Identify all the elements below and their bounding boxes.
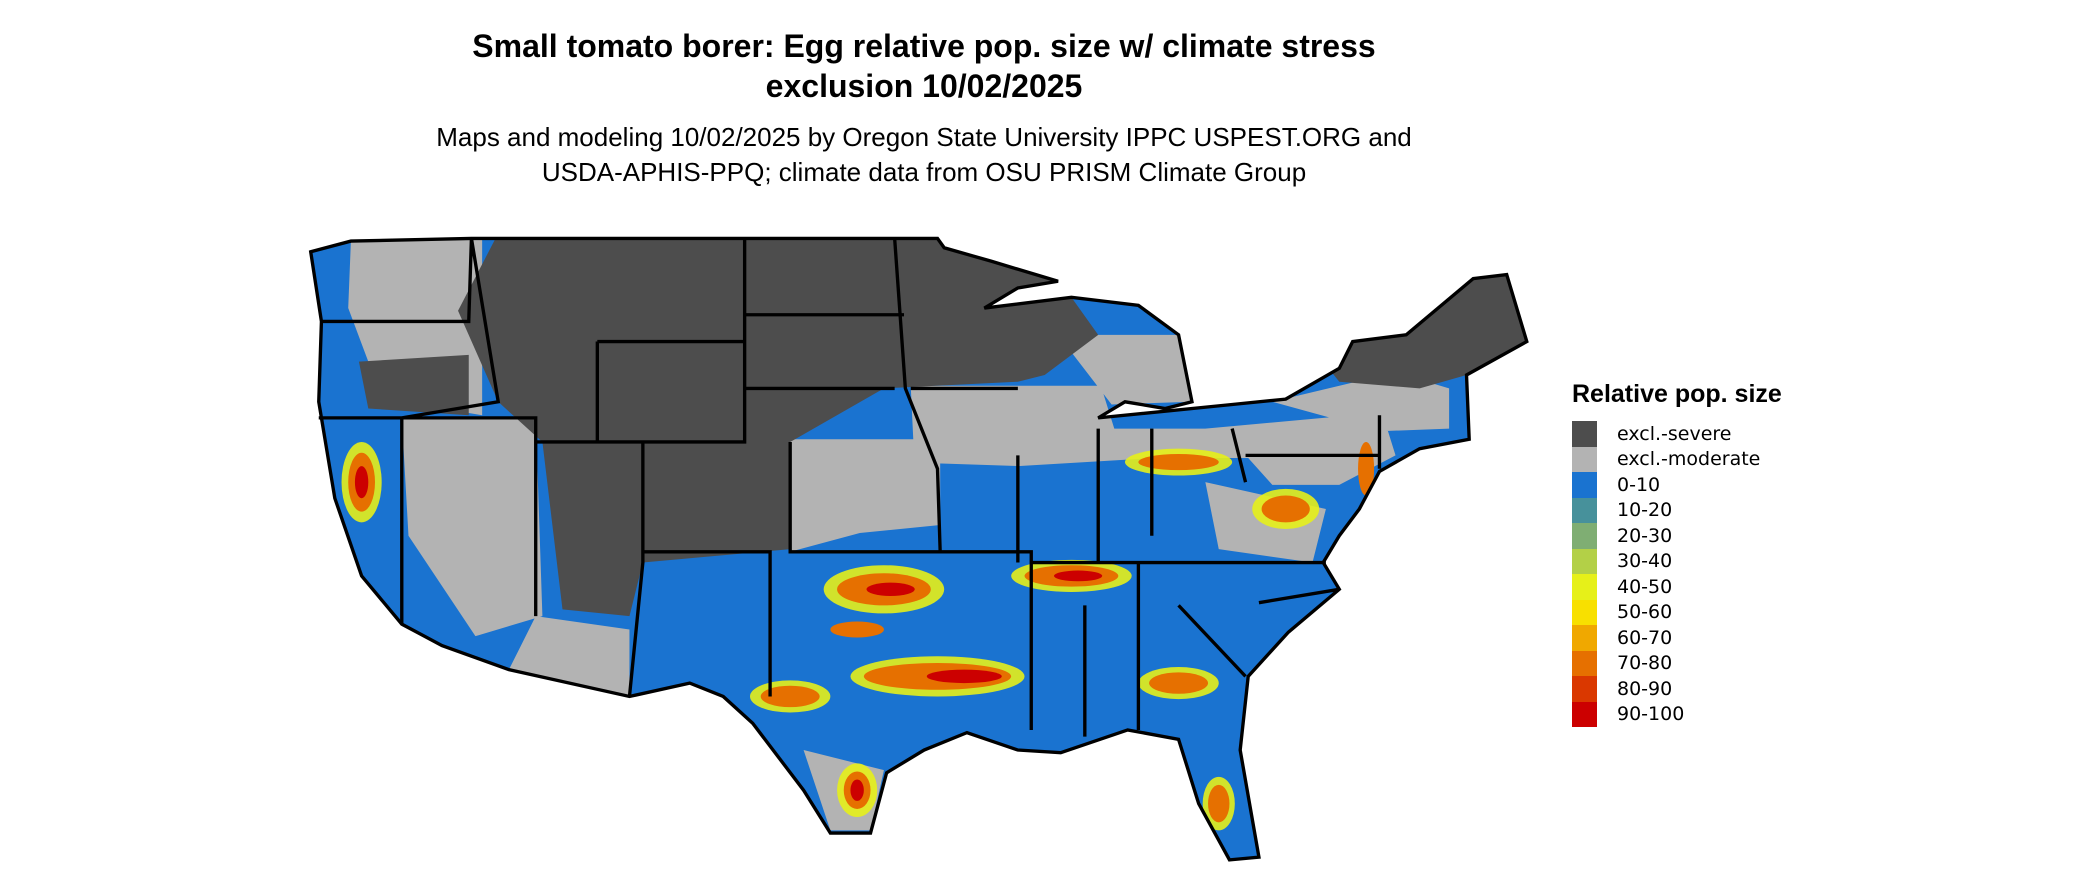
legend-label: 70-80 — [1617, 652, 1673, 675]
legend-label: 30-40 — [1617, 550, 1673, 573]
legend-label: 0-10 — [1617, 473, 1661, 496]
legend-swatch — [1572, 650, 1597, 676]
title-line-2: exclusion 10/02/2025 — [765, 68, 1083, 104]
legend-item: excl.-moderate — [1572, 446, 1782, 472]
legend-item: 60-70 — [1572, 625, 1782, 651]
legend-swatch — [1572, 421, 1597, 447]
legend-label: excl.-moderate — [1617, 448, 1761, 471]
high-population-hotspots — [341, 441, 1375, 831]
legend-label: 10-20 — [1617, 499, 1673, 522]
legend-label: excl.-severe — [1617, 422, 1732, 445]
legend-swatch — [1572, 548, 1597, 574]
legend-item: 70-80 — [1572, 650, 1782, 676]
legend-swatch — [1572, 472, 1597, 498]
region-excl-moderate — [348, 238, 1450, 831]
legend-item: 90-100 — [1572, 701, 1782, 727]
chart-title: Small tomato borer: Egg relative pop. si… — [0, 26, 1848, 106]
subtitle-line-1: Maps and modeling 10/02/2025 by Oregon S… — [436, 122, 1412, 152]
state-borders — [309, 236, 1529, 862]
legend-label: 20-30 — [1617, 524, 1673, 547]
legend-label: 50-60 — [1617, 601, 1673, 624]
legend-label: 40-50 — [1617, 575, 1673, 598]
legend-swatch — [1572, 497, 1597, 523]
legend-label: 60-70 — [1617, 626, 1673, 649]
legend-item: 40-50 — [1572, 574, 1782, 600]
legend-swatch — [1572, 625, 1597, 651]
legend-item: 10-20 — [1572, 497, 1782, 523]
legend: Relative pop. size excl.-severe excl.-mod… — [1572, 380, 1782, 727]
legend-label: 90-100 — [1617, 703, 1685, 726]
legend-swatch — [1572, 599, 1597, 625]
legend-item: 50-60 — [1572, 599, 1782, 625]
legend-swatch — [1572, 523, 1597, 549]
legend-item: excl.-severe — [1572, 421, 1782, 447]
legend-swatch — [1572, 676, 1597, 702]
legend-label: 80-90 — [1617, 677, 1673, 700]
title-line-1: Small tomato borer: Egg relative pop. si… — [472, 28, 1376, 64]
legend-item: 80-90 — [1572, 676, 1782, 702]
legend-swatch — [1572, 701, 1597, 727]
legend-item: 0-10 — [1572, 472, 1782, 498]
legend-swatch — [1572, 574, 1597, 600]
region-excl-severe — [358, 238, 1527, 617]
chart-subtitle: Maps and modeling 10/02/2025 by Oregon S… — [0, 120, 1848, 190]
legend-title: Relative pop. size — [1572, 380, 1782, 408]
subtitle-line-2: USDA-APHIS-PPQ; climate data from OSU PR… — [541, 157, 1307, 187]
legend-swatch — [1572, 446, 1597, 472]
legend-item: 20-30 — [1572, 523, 1782, 549]
legend-item: 30-40 — [1572, 548, 1782, 574]
